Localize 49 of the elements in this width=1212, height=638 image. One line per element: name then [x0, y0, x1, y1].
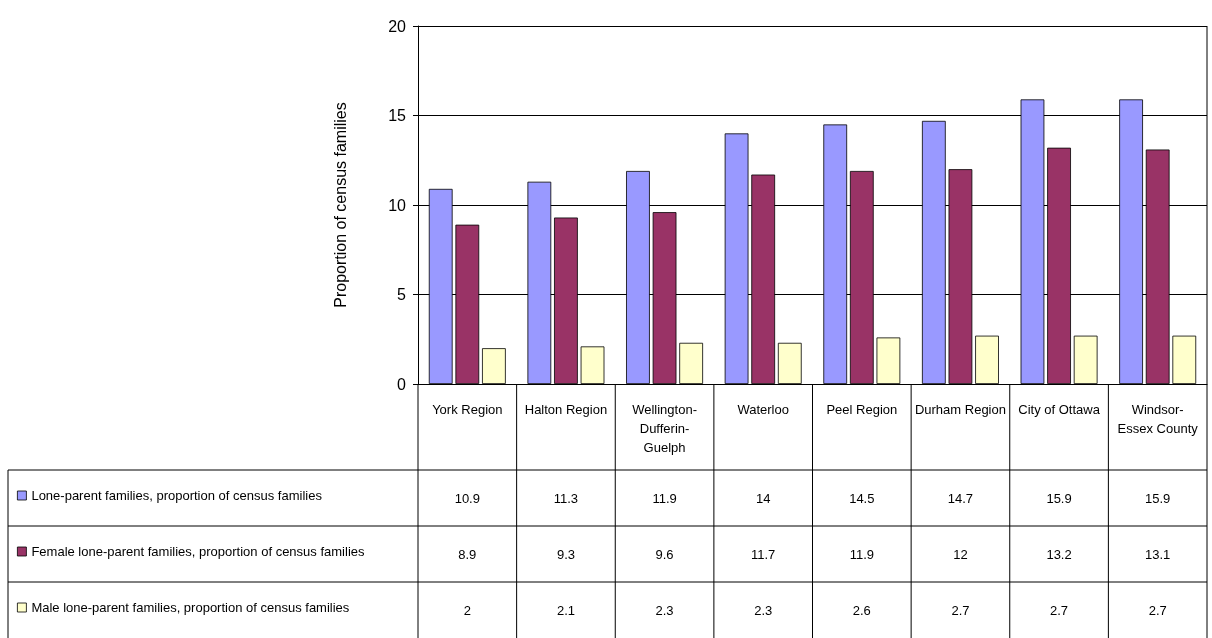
bar [1172, 335, 1197, 384]
legend-label: Male lone-parent families, proportion of census families [31, 600, 350, 615]
x-tick-label: Durham Region [914, 402, 1006, 417]
data-label: 2.7 [1050, 602, 1069, 618]
data-label: 12 [953, 546, 968, 562]
x-tick-label: Wellington-Dufferin-Guelph [632, 402, 697, 455]
x-tick-label: Peel Region [826, 402, 898, 417]
y-tick-label: 15 [388, 107, 407, 124]
data-label: 2 [463, 602, 471, 618]
data-label: 2.1 [556, 602, 575, 618]
data-label: 14 [755, 490, 771, 506]
bar [876, 337, 901, 384]
data-label: 11.9 [849, 546, 874, 562]
data-label: 2.7 [951, 602, 970, 618]
bar [777, 342, 802, 384]
x-tick-label: City of Ottawa [1018, 402, 1101, 417]
data-label: 14.5 [849, 490, 875, 506]
data-label: 13.2 [1046, 546, 1072, 562]
data-label: 11.7 [751, 546, 776, 562]
x-tick-label: Halton Region [524, 402, 608, 417]
data-label: 15.9 [1145, 490, 1171, 506]
data-label: 13.1 [1145, 546, 1171, 562]
data-label: 10.9 [454, 490, 480, 506]
bar [679, 342, 704, 384]
legend-label: Lone-parent families, proportion of census families [31, 488, 323, 503]
data-label: 9.3 [556, 546, 575, 562]
y-tick-label: 5 [397, 286, 407, 303]
bar [482, 348, 506, 384]
data-label: 11.3 [553, 490, 579, 506]
data-label: 8.9 [458, 546, 477, 562]
x-tick-label: Waterloo [737, 402, 789, 417]
x-tick-label: York Region [432, 402, 503, 417]
data-label: 2.6 [852, 602, 871, 618]
data-label: 2.3 [754, 602, 773, 618]
bar [975, 335, 999, 384]
y-tick-label: 0 [397, 375, 407, 393]
y-tick-label: 10 [388, 196, 407, 214]
data-label: 14.7 [947, 490, 974, 506]
data-label: 15.9 [1046, 490, 1072, 506]
data-label: 2.7 [1148, 602, 1167, 618]
y-axis-title: Proportion of census families [331, 102, 349, 308]
y-tick-label: 20 [388, 17, 407, 35]
x-tick-label: Windsor-Essex County [1117, 402, 1199, 436]
bar [1073, 335, 1098, 384]
data-label: 11.9 [652, 490, 677, 506]
legend-label: Female lone-parent families, proportion of census families [31, 544, 365, 559]
bar [580, 346, 605, 384]
data-label: 2.3 [655, 602, 674, 618]
data-label: 9.6 [655, 546, 674, 562]
